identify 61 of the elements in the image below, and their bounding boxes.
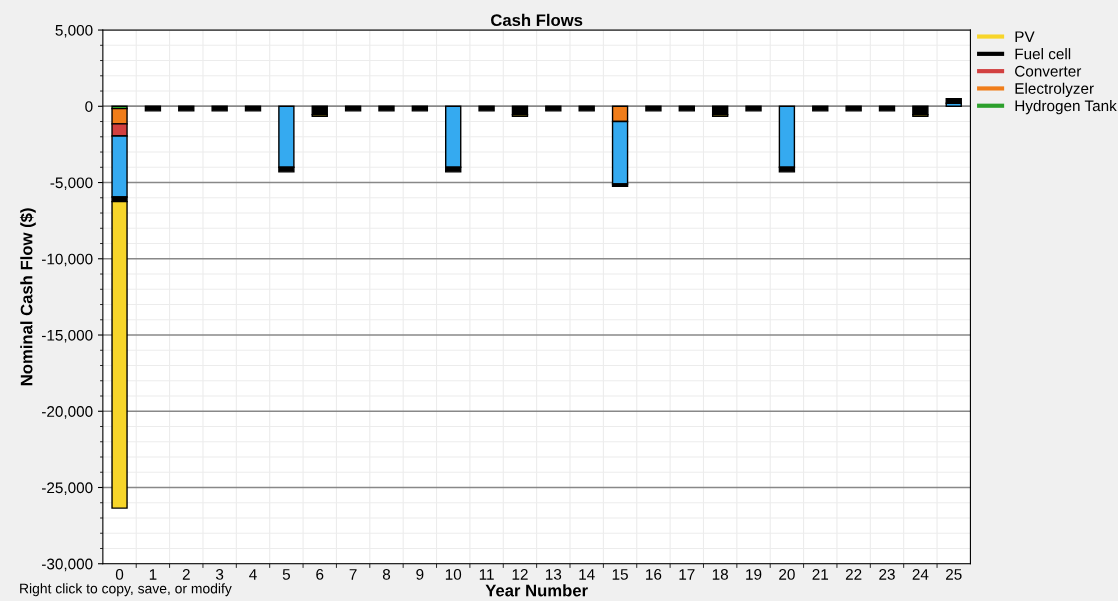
bar — [344, 105, 362, 112]
bar — [545, 105, 562, 112]
bar — [178, 105, 195, 112]
x-tick-label: 5 — [282, 569, 290, 580]
x-tick-label: 19 — [746, 569, 762, 580]
x-tick-label: 7 — [349, 569, 357, 580]
legend-label: Converter — [1015, 65, 1082, 77]
bar — [111, 200, 128, 509]
y-tick-label: -5,000 — [50, 177, 93, 191]
x-tick-label: 24 — [912, 569, 929, 580]
bar — [211, 105, 228, 112]
x-tick-label: 8 — [382, 569, 391, 580]
chart-title: Cash Flows — [491, 13, 583, 27]
bar — [945, 97, 962, 104]
bar — [144, 105, 162, 112]
y-tick-label: -25,000 — [42, 482, 93, 495]
bar — [678, 105, 695, 112]
bar — [645, 105, 662, 112]
bar — [812, 105, 829, 112]
x-tick-label: 22 — [845, 569, 862, 580]
y-tick-label: -10,000 — [42, 253, 93, 267]
x-tick-label: 16 — [646, 569, 662, 580]
y-tick-label: 0 — [85, 101, 93, 112]
bar — [478, 105, 495, 112]
x-axis-title: Year Number — [485, 584, 588, 597]
y-tick-label: -15,000 — [42, 329, 93, 343]
x-tick-label: 11 — [479, 569, 494, 580]
x-tick-label: 20 — [779, 569, 795, 580]
x-tick-label: 12 — [512, 569, 528, 580]
x-tick-label: 21 — [812, 569, 829, 580]
x-tick-label: 23 — [879, 569, 895, 580]
x-tick-label: 0 — [115, 569, 124, 580]
y-tick-label: -30,000 — [42, 558, 93, 572]
text: Right click to copy, save, or modify — [20, 583, 232, 597]
x-tick-label: 4 — [249, 569, 257, 580]
x-tick-label: 18 — [712, 569, 728, 580]
bar — [578, 105, 595, 112]
x-tick-label: 14 — [579, 569, 595, 580]
x-tick-label: 3 — [215, 569, 224, 580]
y-tick-label: 5,000 — [55, 24, 93, 38]
bar — [244, 105, 262, 112]
x-tick-label: 10 — [445, 569, 462, 580]
x-tick-label: 15 — [612, 569, 628, 580]
x-tick-label: 6 — [316, 569, 324, 580]
legend-label: Fuel cell — [1015, 48, 1071, 60]
bar — [378, 105, 395, 112]
x-tick-label: 17 — [679, 569, 695, 580]
bar — [845, 105, 862, 112]
bar — [745, 105, 762, 112]
legend-label: Electrolyzer — [1015, 82, 1094, 97]
bar — [878, 105, 896, 112]
x-tick-label: 25 — [946, 569, 962, 580]
bar — [411, 105, 429, 112]
legend-label: Hydrogen Tank — [1015, 100, 1117, 115]
legend-label: PV — [1015, 31, 1035, 42]
x-tick-label: 13 — [545, 569, 562, 580]
y-axis-title: Nominal Cash Flow ($) — [19, 208, 36, 386]
x-tick-label: 2 — [182, 569, 190, 580]
y-tick-label: -20,000 — [42, 406, 93, 419]
x-tick-label: 9 — [416, 569, 424, 580]
x-tick-label: 1 — [149, 569, 157, 580]
